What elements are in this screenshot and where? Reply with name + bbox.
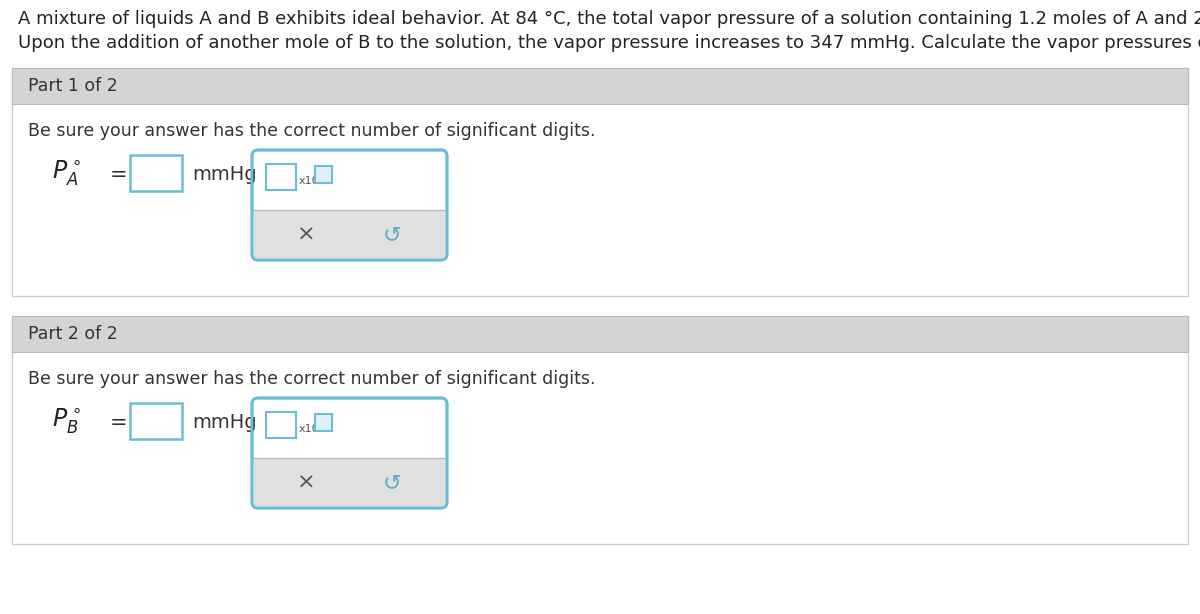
Text: Part 2 of 2: Part 2 of 2 (28, 325, 118, 343)
Bar (266, 412, 296, 438)
Text: Upon the addition of another mole of B to the solution, the vapor pressure incre: Upon the addition of another mole of B t… (18, 34, 1200, 52)
FancyBboxPatch shape (252, 150, 446, 260)
Text: x10: x10 (299, 176, 319, 186)
Text: =: = (110, 165, 127, 185)
Text: ×: × (298, 473, 316, 493)
Text: $P^\circ_B$: $P^\circ_B$ (52, 406, 80, 435)
Text: Be sure your answer has the correct number of significant digits.: Be sure your answer has the correct numb… (28, 370, 595, 388)
Bar (130, 155, 182, 191)
Bar (12, 68, 1188, 104)
Text: ↺: ↺ (383, 225, 402, 245)
Text: ×: × (298, 225, 316, 245)
Bar (130, 403, 182, 439)
Text: Be sure your answer has the correct number of significant digits.: Be sure your answer has the correct numb… (28, 122, 595, 140)
Text: mmHg: mmHg (192, 413, 257, 432)
Text: mmHg: mmHg (192, 165, 257, 184)
Text: $P^\circ_A$: $P^\circ_A$ (52, 158, 80, 188)
Bar (253, 458, 446, 507)
Bar (314, 166, 332, 183)
Bar (12, 316, 1188, 352)
Bar (253, 210, 446, 259)
Bar (266, 164, 296, 190)
Bar (12, 316, 1188, 544)
Text: A mixture of liquids A and B exhibits ideal behavior. At 84 °C, the total vapor : A mixture of liquids A and B exhibits id… (18, 10, 1200, 28)
Text: ↺: ↺ (383, 473, 402, 493)
Text: Part 1 of 2: Part 1 of 2 (28, 77, 118, 95)
FancyBboxPatch shape (252, 398, 446, 508)
Bar (314, 414, 332, 431)
Text: x10: x10 (299, 424, 319, 434)
Text: =: = (110, 413, 127, 433)
Bar (12, 68, 1188, 296)
